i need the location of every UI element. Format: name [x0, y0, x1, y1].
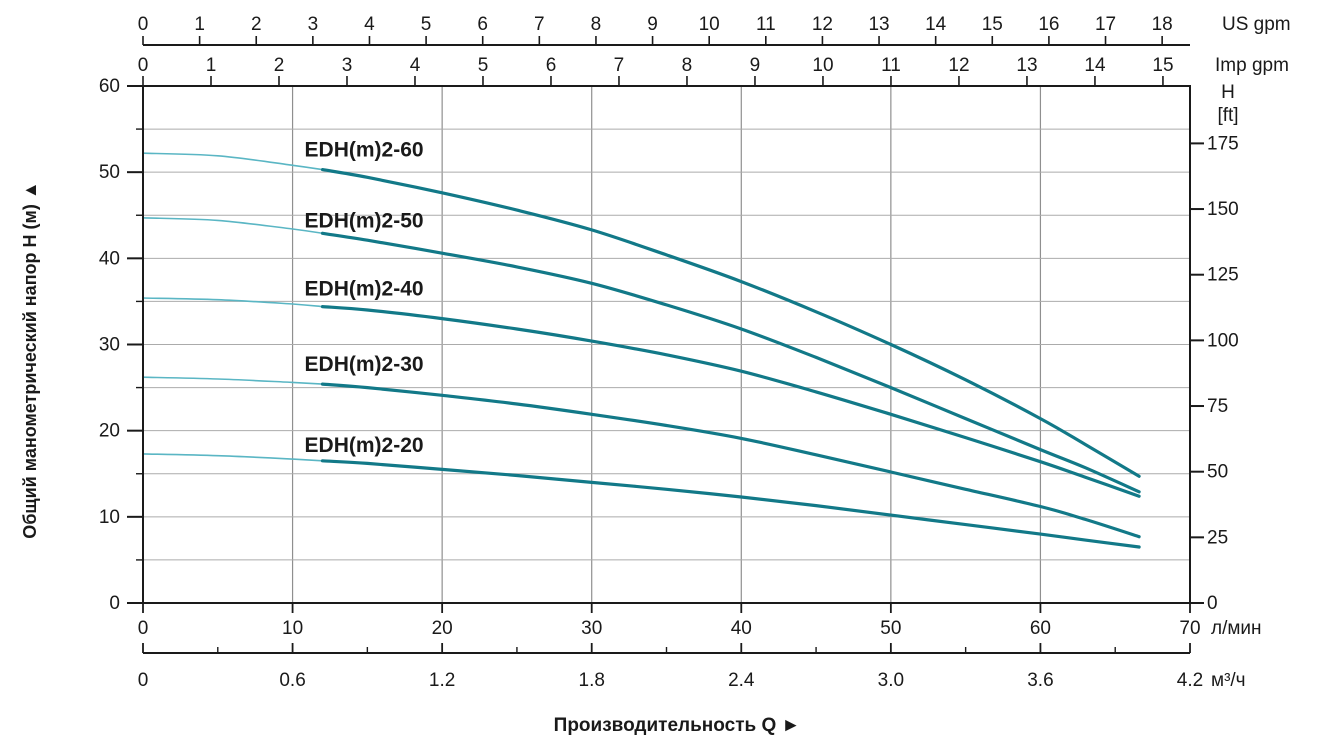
- tick-label-m: 0: [109, 593, 120, 614]
- curve-EDH(m)2-50-low-flow: [142, 217, 323, 235]
- tick-label-m: 20: [99, 421, 120, 442]
- tick-label-ft: 25: [1207, 527, 1228, 548]
- curve-EDH(m)2-60-low-flow: [142, 152, 323, 171]
- series-label: EDH(m)2-50: [305, 209, 424, 232]
- tick-label-m3h: 1.8: [579, 670, 605, 691]
- tick-label-imp-gpm: 5: [478, 55, 489, 76]
- tick-label-imp-gpm: 2: [274, 55, 285, 76]
- tick-label-lmin: 30: [581, 618, 602, 639]
- tick-label-us-gpm: 9: [647, 14, 658, 35]
- horizontal-gridlines: [143, 128, 1190, 561]
- axis-us-gpm: 0 1 2 3 4 5 6 7 8 9 10 11 12 13 14 15 16 17 18: [138, 14, 1190, 46]
- tick-label-m3h: 4.2: [1177, 670, 1203, 691]
- tick-label-lmin: 0: [138, 618, 149, 639]
- tick-label-ft: 175: [1207, 133, 1239, 154]
- curve-EDH(m)2-60: [320, 168, 1141, 478]
- curve-EDH(m)2-40-low-flow: [142, 297, 323, 308]
- curve-EDH(m)2-30-low-flow: [142, 376, 323, 385]
- axis-unit-ft-line1: H: [1221, 82, 1235, 103]
- tick-label-us-gpm: 18: [1152, 14, 1173, 35]
- tick-label-us-gpm: 12: [812, 14, 833, 35]
- tick-label-lmin: 10: [282, 618, 303, 639]
- tick-label-us-gpm: 0: [138, 14, 149, 35]
- tick-label-us-gpm: 2: [251, 14, 262, 35]
- axis-head-ft: 0 25 50 75 100 125 150 175: [1190, 133, 1239, 614]
- tick-label-us-gpm: 6: [477, 14, 488, 35]
- tick-label-imp-gpm: 1: [206, 55, 217, 76]
- tick-label-imp-gpm: 13: [1016, 55, 1037, 76]
- tick-label-us-gpm: 10: [699, 14, 720, 35]
- x-axis-title: Производительность Q ►: [554, 715, 801, 736]
- axis-m3h: 0 0.6 1.2 1.8 2.4 3.0 3.6 4.2: [138, 643, 1203, 691]
- tick-label-imp-gpm: 12: [948, 55, 969, 76]
- tick-label-us-gpm: 7: [534, 14, 545, 35]
- tick-label-m3h: 3.0: [878, 670, 904, 691]
- tick-label-m: 50: [99, 162, 120, 183]
- tick-label-imp-gpm: 10: [812, 55, 833, 76]
- tick-label-m: 10: [99, 507, 120, 528]
- tick-label-lmin: 50: [880, 618, 901, 639]
- tick-label-m3h: 2.4: [728, 670, 755, 691]
- tick-label-imp-gpm: 7: [614, 55, 625, 76]
- tick-label-imp-gpm: 8: [682, 55, 693, 76]
- curve-EDH(m)2-50: [320, 231, 1141, 494]
- axis-unit-us-gpm: US gpm: [1222, 14, 1291, 35]
- tick-label-ft: 125: [1207, 265, 1239, 286]
- axis-head-m: 0 10 20 30 40 50 60: [99, 76, 143, 614]
- tick-label-ft: 0: [1207, 593, 1218, 614]
- tick-label-us-gpm: 16: [1038, 14, 1059, 35]
- axis-lmin: 0 10 20 30 40 50 60 70: [138, 603, 1201, 639]
- tick-label-imp-gpm: 4: [410, 55, 421, 76]
- axis-unit-lmin: л/мин: [1211, 618, 1262, 639]
- series-label: EDH(m)2-20: [305, 434, 424, 457]
- tick-label-us-gpm: 15: [982, 14, 1003, 35]
- tick-label-ft: 75: [1207, 396, 1228, 417]
- tick-label-imp-gpm: 6: [546, 55, 557, 76]
- tick-label-us-gpm: 5: [421, 14, 432, 35]
- tick-label-us-gpm: 13: [868, 14, 889, 35]
- tick-label-us-gpm: 4: [364, 14, 375, 35]
- tick-label-m3h: 1.2: [429, 670, 455, 691]
- series-label: EDH(m)2-40: [305, 277, 424, 300]
- tick-label-us-gpm: 3: [308, 14, 319, 35]
- tick-label-lmin: 60: [1030, 618, 1051, 639]
- tick-label-lmin: 40: [731, 618, 752, 639]
- curve-EDH(m)2-40: [320, 305, 1141, 498]
- tick-label-ft: 100: [1207, 330, 1239, 351]
- tick-label-imp-gpm: 3: [342, 55, 353, 76]
- tick-label-imp-gpm: 14: [1084, 55, 1106, 76]
- curve-EDH(m)2-30: [320, 382, 1141, 539]
- tick-label-us-gpm: 14: [925, 14, 947, 35]
- tick-label-m: 60: [99, 76, 120, 97]
- axis-unit-imp-gpm: Imp gpm: [1215, 55, 1289, 76]
- tick-label-lmin: 70: [1179, 618, 1200, 639]
- series-label: EDH(m)2-60: [305, 139, 424, 162]
- tick-label-imp-gpm: 11: [881, 55, 901, 76]
- tick-label-us-gpm: 17: [1095, 14, 1116, 35]
- axis-unit-ft-line2: [ft]: [1217, 105, 1238, 126]
- tick-label-imp-gpm: 0: [138, 55, 149, 76]
- y-axis-title: Общий манометрический напор H (м) ▲: [20, 181, 40, 538]
- tick-label-m3h: 3.6: [1027, 670, 1053, 691]
- tick-label-m3h: 0: [138, 670, 149, 691]
- axis-unit-m3h: м³/ч: [1211, 670, 1246, 691]
- curve-EDH(m)2-20: [320, 459, 1141, 549]
- series-label: EDH(m)2-30: [305, 353, 424, 376]
- curve-EDH(m)2-20-low-flow: [142, 453, 323, 462]
- tick-label-ft: 150: [1207, 199, 1239, 220]
- tick-label-us-gpm: 11: [756, 14, 776, 35]
- tick-label-lmin: 20: [432, 618, 453, 639]
- tick-label-m: 40: [99, 248, 120, 269]
- tick-label-imp-gpm: 9: [750, 55, 761, 76]
- tick-label-ft: 50: [1207, 462, 1228, 483]
- axis-imp-gpm: 0 1 2 3 4 5 6 7 8 9 10 11 12 13 14 15: [138, 55, 1174, 86]
- tick-label-m: 30: [99, 335, 120, 356]
- tick-label-us-gpm: 1: [194, 14, 205, 35]
- tick-label-us-gpm: 8: [591, 14, 602, 35]
- tick-label-m3h: 0.6: [279, 670, 305, 691]
- tick-label-imp-gpm: 15: [1152, 55, 1173, 76]
